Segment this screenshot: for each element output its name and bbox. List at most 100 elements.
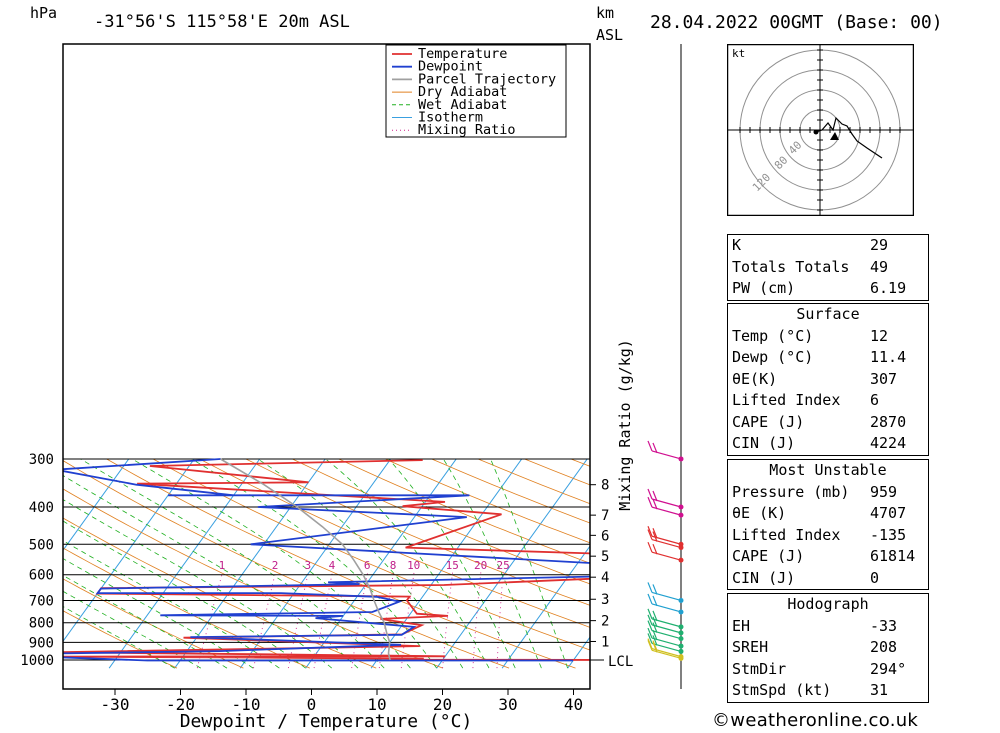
hodograph-row: SREH 208 [732,638,898,656]
surface-row: Dewp (°C) 11.4 [732,348,907,366]
wind-barb-flag [652,622,658,633]
hodograph-row: StmDir 294° [732,659,907,678]
y-tick-label: 500 [29,537,54,553]
wind-barb-flag [652,616,658,628]
wind-level-dot [678,504,684,510]
wet-adiabat-line [257,458,464,669]
index-row-pw: PW (cm) 6.19 [732,279,907,297]
km-tick-label: 2 [601,614,609,630]
dry-adiabat-line [199,458,590,628]
copyright-link[interactable]: ©weatheronline.co.uk [712,710,919,731]
wind-barb-flag [647,593,653,605]
wet-adiabat-line [325,458,490,669]
series-line-dewpoint [63,458,590,662]
wind-barb-flag [647,640,653,651]
wind-barb-flag [652,584,658,595]
wet-adiabat-line [63,540,280,669]
wind-level-dot [678,648,684,654]
wind-barb-flag [647,620,653,631]
wind-barb-flag [647,627,653,639]
wind-barb-flag [647,526,653,537]
km-tick-label: 3 [601,592,609,608]
x-tick-label: -20 [166,695,195,714]
isotherm-line [63,458,130,552]
y-tick-label: 900 [29,635,54,651]
wind-barb-flag [647,541,653,553]
datetime-title: 28.04.2022 00GMT (Base: 00) [650,12,943,33]
km-tick-label: 6 [601,528,609,544]
mixing-ratio-tick-label: 6 [364,559,371,572]
most-unstable-row: Pressure (mb) 959 [732,482,898,501]
mixing-ratio-axis-title: Mixing Ratio (g/kg) [616,339,634,511]
wind-barb-flag [647,633,653,644]
wind-barb-flag [647,638,653,649]
isotherm-line [436,458,588,669]
mixing-ratio-tick-label: 10 [407,559,420,572]
wind-level-dot [678,630,684,636]
mixing-ratio-tick-label: 1 [219,559,226,572]
wind-barb-flag [652,635,658,646]
hpa-unit-label: hPa [30,4,58,22]
wind-level-dot [678,512,684,518]
mixing-ratio-tick-label: 2 [272,559,279,572]
plot-frame [62,43,591,690]
km-tick-label: 4 [601,570,609,586]
wind-level-dot [678,643,684,649]
wind-level-dot [678,456,684,462]
wind-barb-flag [652,531,658,542]
wind-barb-flag [647,614,653,626]
series-line-temperature [63,459,590,661]
wind-level-dot [678,545,684,551]
hodograph-trace [815,116,883,159]
legend-label: Wet Adiabat [418,97,507,113]
hodograph-row: StmSpd (kt) 31 [732,681,889,699]
x-tick-label: 40 [564,695,583,714]
surface-section-title: Surface [796,305,860,323]
most-unstable-row: θE (K) 4707 [732,504,907,522]
wind-barb-flag [647,440,653,452]
dry-adiabat-line [152,458,590,651]
mixing-ratio-line [472,571,482,669]
dry-adiabat-line [431,458,590,524]
isotherm-line [305,458,457,669]
dry-adiabat-line [63,578,244,669]
most-unstable-row: Lifted Index -135 [732,525,907,544]
wet-adiabat-line [388,458,516,669]
most-unstable-table: Most Unstable Pressure (mb) 959 θE (K) 470… [727,459,929,590]
y-tick-label: 300 [29,452,54,468]
y-tick-label: 400 [29,500,54,516]
surface-row: Temp (°C) 12 [732,326,889,345]
legend-label: Dewpoint [418,59,483,75]
legend-label: Mixing Ratio [418,122,516,138]
mixing-ratio-tick-label: 15 [446,559,459,572]
wind-level-dot [678,636,684,642]
dry-adiabat-line [338,458,590,564]
wind-barb-flag [652,629,658,641]
indices-top-table: K 29 Totals Totals 49 PW (cm) 6.19 [727,234,929,301]
wind-profile [647,44,684,689]
hodograph-unit: kt [732,47,745,60]
hodograph-row: EH -33 [732,616,898,635]
surface-row: θE(K) 307 [732,369,898,388]
wind-level-dot [678,557,684,563]
dry-adiabat-line [106,458,576,669]
hodograph-table: Hodograph EH -33 SREH 208 StmDir 294° StmSp… [727,593,929,703]
wind-barb-flag [652,610,658,622]
y-tick-label: 700 [29,593,54,609]
hodograph-section-title: Hodograph [787,595,869,613]
index-row-k: K 29 [732,236,889,254]
mixing-ratio-tick-label: 20 [474,559,487,572]
wind-barb-flag [647,496,653,508]
km-tick-label: 8 [601,478,609,494]
x-axis-title: Dewpoint / Temperature (°C) [180,711,473,732]
km-tick-label: 5 [601,549,609,565]
wet-adiabat-line [490,458,568,669]
mixing-ratio-line [496,571,504,669]
x-tick-label: 0 [307,695,317,714]
wet-adiabat-line [191,458,437,669]
wind-barb-flag [652,543,658,555]
legend-label: Isotherm [418,110,483,126]
